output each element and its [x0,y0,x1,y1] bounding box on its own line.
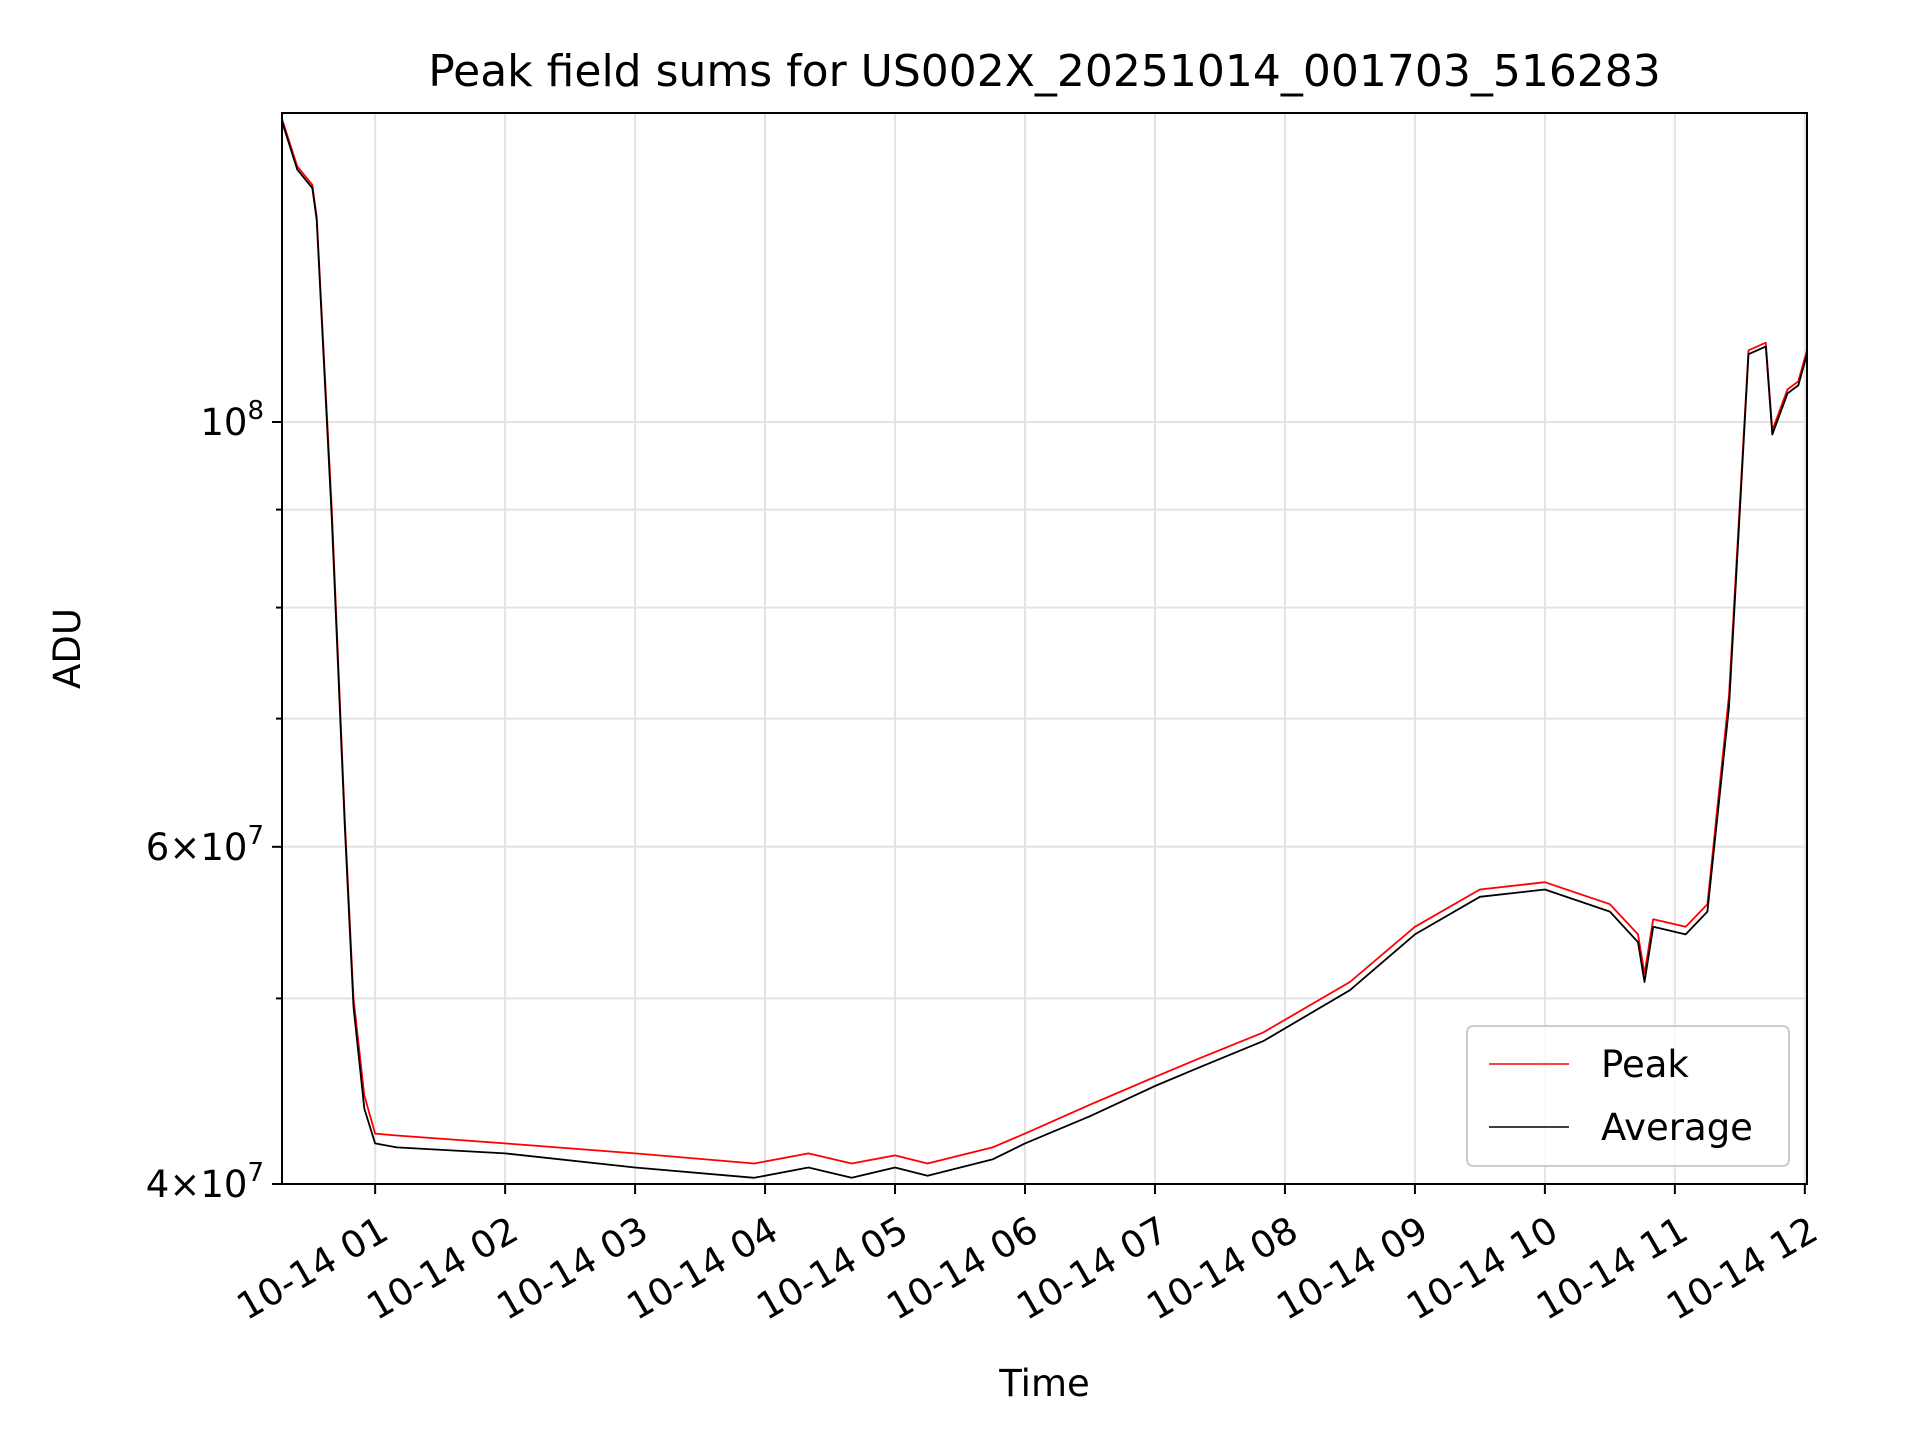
y-tick-label: 6×107 [146,821,264,869]
x-axis-label: Time [998,1362,1090,1405]
series-line-average [281,121,1808,1179]
y-tick-label: 4×107 [146,1158,264,1206]
series-layer [281,118,1808,1179]
legend-box [1466,1025,1790,1167]
legend: Peak Average [1466,1025,1790,1167]
chart-title: Peak field sums for US002X_20251014_0017… [428,46,1661,97]
y-axis-label: ADU [46,608,89,689]
series-line-peak [281,118,1808,1165]
plot-frame [281,112,1808,1185]
legend-label-peak: Peak [1601,1043,1689,1086]
legend-label-average: Average [1601,1106,1753,1149]
y-axis: 4×107 6×107 108 [146,396,282,1206]
y-tick-label: 108 [200,396,264,444]
